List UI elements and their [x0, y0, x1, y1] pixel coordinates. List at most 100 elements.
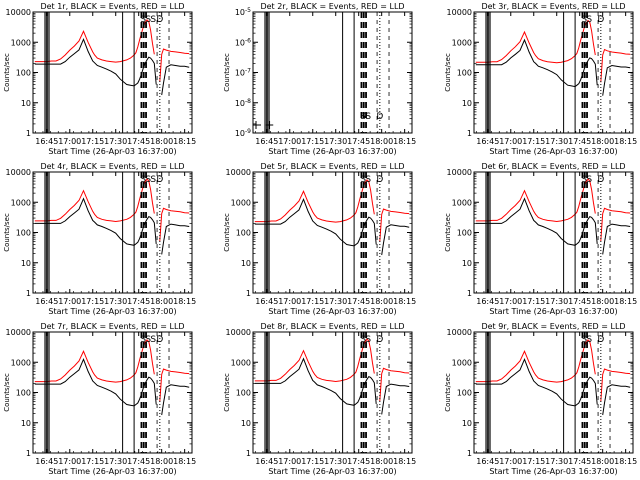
- panel-det-6: Det 6r, BLACK = Events, RED = LLD S S D 16:4…: [444, 162, 637, 316]
- x-tick-label: 17:45: [347, 457, 370, 466]
- events-series-line: [34, 197, 190, 255]
- flag-s: S: [360, 112, 366, 122]
- x-tick-label: 18:00: [370, 297, 393, 306]
- x-tick-label: 16:45: [255, 137, 278, 146]
- y-tick-label: 1000: [11, 198, 31, 207]
- flag-s: S: [145, 15, 151, 25]
- y-tick-label: 1000: [452, 358, 472, 367]
- panel-title: Det 1r, BLACK = Events, RED = LLD: [40, 2, 184, 11]
- y-tick-label: 1000: [231, 198, 251, 207]
- y-tick-label: 10000: [447, 328, 472, 337]
- x-tick-label: 16:45: [255, 457, 278, 466]
- flag-d: D: [597, 15, 604, 25]
- y-tick-label: 10000: [6, 168, 31, 177]
- y-tick-label: 10000: [6, 8, 31, 17]
- flag-s: S: [586, 175, 592, 185]
- y-tick-label: 10: [241, 419, 251, 428]
- panel-title: Det 2r, BLACK = Events, RED = LLD: [260, 2, 404, 11]
- flag-d: D: [156, 15, 163, 25]
- x-tick-label: 17:45: [568, 137, 591, 146]
- x-tick-label: 17:30: [104, 137, 127, 146]
- x-axis-label: Start Time (26-Apr-03 16:37:00): [489, 147, 617, 156]
- x-tick-label: 18:15: [614, 137, 637, 146]
- events-series-line: [34, 37, 190, 96]
- x-tick-label: 18:00: [150, 137, 173, 146]
- plot-area: [34, 12, 190, 133]
- lld-series-line: [254, 179, 410, 242]
- x-axis-label: Start Time (26-Apr-03 16:37:00): [48, 147, 176, 156]
- plot-area: [475, 12, 631, 133]
- x-tick-label: 17:45: [347, 137, 370, 146]
- x-tick-label: 17:15: [81, 297, 104, 306]
- y-tick-label: 100: [457, 69, 472, 78]
- x-tick-label: 17:30: [324, 137, 347, 146]
- x-axis-label: Start Time (26-Apr-03 16:37:00): [48, 467, 176, 476]
- x-tick-label: 18:00: [591, 297, 614, 306]
- panel-det-3: Det 3r, BLACK = Events, RED = LLD S S D 16:4…: [444, 2, 637, 156]
- events-series-line: [475, 357, 631, 416]
- y-tick-label: 1: [26, 449, 31, 458]
- x-tick-label: 16:45: [35, 297, 58, 306]
- flag-s: S: [150, 175, 156, 185]
- flag-s: S: [365, 335, 371, 345]
- x-tick-label: 17:15: [301, 297, 324, 306]
- x-tick-label: 18:00: [150, 457, 173, 466]
- plot-frame: [252, 11, 413, 134]
- y-tick-label: 100: [16, 229, 31, 238]
- x-tick-label: 18:15: [614, 457, 637, 466]
- flag-d: D: [376, 175, 383, 185]
- events-series-line: [254, 197, 410, 256]
- y-tick-label: 1000: [231, 358, 251, 367]
- y-tick-label: 100: [236, 229, 251, 238]
- y-tick-label: 10-6: [235, 37, 251, 47]
- x-tick-label: 17:30: [545, 297, 568, 306]
- panel-det-1: Det 1r, BLACK = Events, RED = LLD S S S D 16:…: [3, 2, 196, 156]
- x-tick-label: 17:30: [545, 457, 568, 466]
- flag-s: S: [150, 335, 156, 345]
- y-tick-label: 100: [16, 69, 31, 78]
- x-tick-label: 17:30: [324, 457, 347, 466]
- lld-series-line: [475, 19, 631, 83]
- y-tick-label: 10: [21, 259, 31, 268]
- flag-s: S: [360, 335, 366, 345]
- y-tick-label: 10-5: [235, 7, 251, 17]
- y-tick-label: 10000: [447, 168, 472, 177]
- flag-s: S: [360, 175, 366, 185]
- flag-s: S: [586, 335, 592, 345]
- x-axis-label: Start Time (26-Apr-03 16:37:00): [268, 307, 396, 316]
- x-tick-label: 17:45: [127, 297, 150, 306]
- x-tick-label: 17:00: [499, 457, 522, 466]
- y-axis-label: Counts/sec: [3, 53, 11, 92]
- flag-d: D: [376, 335, 383, 345]
- flag-s: S: [365, 175, 371, 185]
- y-tick-label: 100: [16, 389, 31, 398]
- x-tick-label: 18:15: [393, 457, 416, 466]
- x-tick-label: 18:15: [393, 137, 416, 146]
- y-tick-label: 100: [236, 389, 251, 398]
- y-axis-label: Counts/sec: [223, 373, 231, 412]
- panel-title: Det 9r, BLACK = Events, RED = LLD: [481, 322, 625, 331]
- y-axis-label: Counts/sec: [223, 53, 231, 92]
- y-tick-label: 1000: [11, 358, 31, 367]
- y-axis-label: Counts/sec: [444, 373, 452, 412]
- lld-series-line: [34, 19, 190, 82]
- flag-s: S: [150, 15, 156, 25]
- panel-det-8: Det 8r, BLACK = Events, RED = LLD S S D 16:4…: [223, 322, 416, 476]
- panel-det-4: Det 4r, BLACK = Events, RED = LLD S S S D 16:…: [3, 162, 196, 316]
- flag-s: S: [586, 15, 592, 25]
- flag-d: D: [156, 335, 163, 345]
- y-tick-label: 10000: [226, 168, 251, 177]
- x-tick-label: 18:15: [173, 297, 196, 306]
- bracket-marker: [265, 121, 274, 129]
- events-series-line: [34, 357, 190, 416]
- y-tick-label: 1000: [452, 198, 472, 207]
- x-tick-label: 17:00: [278, 297, 301, 306]
- lld-series-line: [34, 339, 190, 402]
- flag-s: S: [581, 335, 587, 345]
- x-tick-label: 17:00: [278, 137, 301, 146]
- x-tick-label: 17:45: [568, 457, 591, 466]
- panel-title: Det 6r, BLACK = Events, RED = LLD: [481, 162, 625, 171]
- y-tick-label: 1: [246, 449, 251, 458]
- events-series-line: [254, 357, 410, 415]
